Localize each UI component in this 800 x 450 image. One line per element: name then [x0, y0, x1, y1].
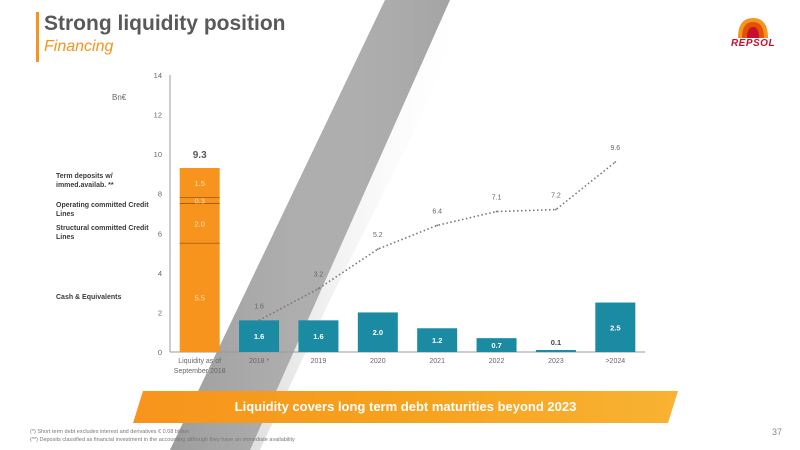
liquidity-segment-label: 0.3 [194, 197, 204, 206]
page-number: 37 [772, 427, 783, 437]
maturity-bar [595, 302, 636, 352]
cumulative-label: 5.2 [373, 232, 383, 239]
y-tick-label: 10 [154, 150, 162, 159]
cumulative-point [258, 319, 260, 322]
maturity-bar-label: 0.7 [491, 341, 501, 350]
cumulative-point [555, 208, 557, 211]
y-tick-label: 12 [154, 111, 162, 120]
conclusion-banner-text: Liquidity covers long term debt maturiti… [234, 399, 577, 414]
cumulative-line [258, 161, 616, 322]
y-tick-label: 4 [158, 269, 162, 278]
x-tick-label: September 2018 [174, 368, 226, 375]
x-tick-label: 2019 [311, 358, 327, 365]
maturity-bar-label: 1.2 [432, 336, 442, 345]
page-subtitle: Financing [44, 38, 114, 55]
maturity-bar-label: 0.1 [551, 338, 561, 347]
page-title: Strong liquidity position [44, 12, 286, 35]
x-tick-label: >2024 [605, 358, 625, 365]
cumulative-label: 1.6 [254, 303, 264, 310]
liquidity-segment-bar [179, 243, 220, 352]
maturity-bar [239, 320, 280, 352]
cumulative-label: 9.6 [610, 145, 620, 152]
label-cash-equivalents: Cash & Equivalents [56, 294, 122, 301]
cumulative-label: 6.4 [432, 208, 442, 215]
y-tick-label: 8 [158, 190, 162, 199]
cumulative-label: 7.1 [492, 195, 502, 202]
repsol-logo-icon [738, 18, 768, 38]
footnote-1: (*) Short term debt excludes interest an… [30, 429, 189, 435]
x-tick-label: 2023 [548, 358, 564, 365]
x-tick-label: 2021 [429, 358, 445, 365]
cumulative-point [317, 287, 320, 290]
cumulative-point [436, 224, 439, 227]
liquidity-segment-bar [179, 203, 220, 244]
y-axis-unit-label: Bn€ [112, 93, 127, 102]
maturity-bar [535, 350, 576, 352]
maturity-bar [476, 338, 517, 352]
x-tick-label: 2018 * [249, 358, 270, 365]
cumulative-label: 7.2 [551, 193, 561, 200]
label-structural-lines: Structural committed Credit Lines [56, 225, 149, 241]
y-tick-label: 14 [154, 71, 162, 80]
liquidity-segment-label: 5.5 [194, 294, 204, 303]
conclusion-banner [133, 391, 678, 423]
maturity-bar-label: 1.6 [313, 332, 323, 341]
cumulative-point [614, 161, 617, 163]
logo-text: REPSOL [730, 38, 776, 49]
label-term-deposits: Term deposits w/ immed.availab. ** [56, 173, 114, 189]
x-tick-label: 2022 [489, 358, 505, 365]
liquidity-segment-label: 1.5 [194, 179, 204, 188]
maturity-bar-label: 2.5 [610, 323, 620, 332]
title-accent-bar [36, 12, 39, 62]
maturity-bar [357, 312, 398, 352]
maturity-bar-label: 1.6 [254, 332, 264, 341]
x-tick-label: Liquidity as of [178, 358, 221, 365]
cumulative-label: 3.2 [314, 272, 324, 279]
x-tick-label: 2020 [370, 358, 386, 365]
maturity-bar-label: 2.0 [373, 328, 383, 337]
liquidity-segment-bar [179, 197, 220, 204]
liquidity-segment-label: 2.0 [194, 219, 204, 228]
cumulative-point [376, 248, 379, 251]
liquidity-total-label: 9.3 [193, 150, 207, 161]
label-operating-lines: Operating committed Credit Lines [56, 202, 149, 218]
y-tick-label: 6 [158, 229, 162, 238]
maturity-bar [298, 320, 339, 352]
y-tick-label: 2 [158, 308, 162, 317]
cumulative-point [495, 210, 498, 213]
footnote-2: (**) Deposits classified as financial in… [30, 437, 295, 443]
liquidity-segment-bar [179, 167, 220, 198]
y-tick-label: 0 [158, 348, 162, 357]
maturity-bar [417, 328, 458, 352]
